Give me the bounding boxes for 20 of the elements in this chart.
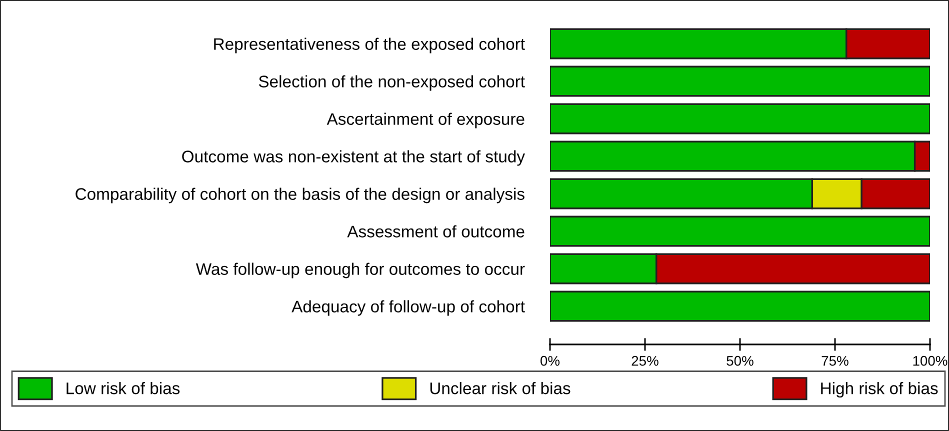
x-tick-label: 75% <box>822 356 848 366</box>
x-tick-label: 0% <box>540 356 560 366</box>
y-tick-label: Selection of the non-exposed cohort <box>258 75 525 91</box>
x-tick-label: 50% <box>726 356 754 366</box>
y-tick-label: Comparability of cohort on the basis of the design or analysis <box>76 188 524 204</box>
x-tick-label: 25% <box>632 356 658 366</box>
y-tick-label: Adequacy of follow-up of cohort <box>292 300 525 316</box>
y-tick-label: Outcome was non-existent at the start of study <box>182 150 525 166</box>
x-tick-label: 100% <box>913 356 948 366</box>
y-tick-label: Representativeness of the exposed cohort <box>214 38 525 54</box>
legend-label: Unclear risk of bias <box>430 382 570 394</box>
bar <box>550 66 930 97</box>
bar <box>550 103 930 134</box>
bar <box>550 216 930 247</box>
y-tick-label: Assessment of outcome <box>347 225 524 238</box>
y-tick-label: Was follow-up enough for outcomes to occur <box>196 262 525 278</box>
legend-label: Low risk of bias <box>66 382 180 394</box>
y-tick-label: Ascertainment of exposure <box>326 112 524 128</box>
legend-label: High risk of bias <box>821 382 938 398</box>
bar <box>550 290 930 322</box>
